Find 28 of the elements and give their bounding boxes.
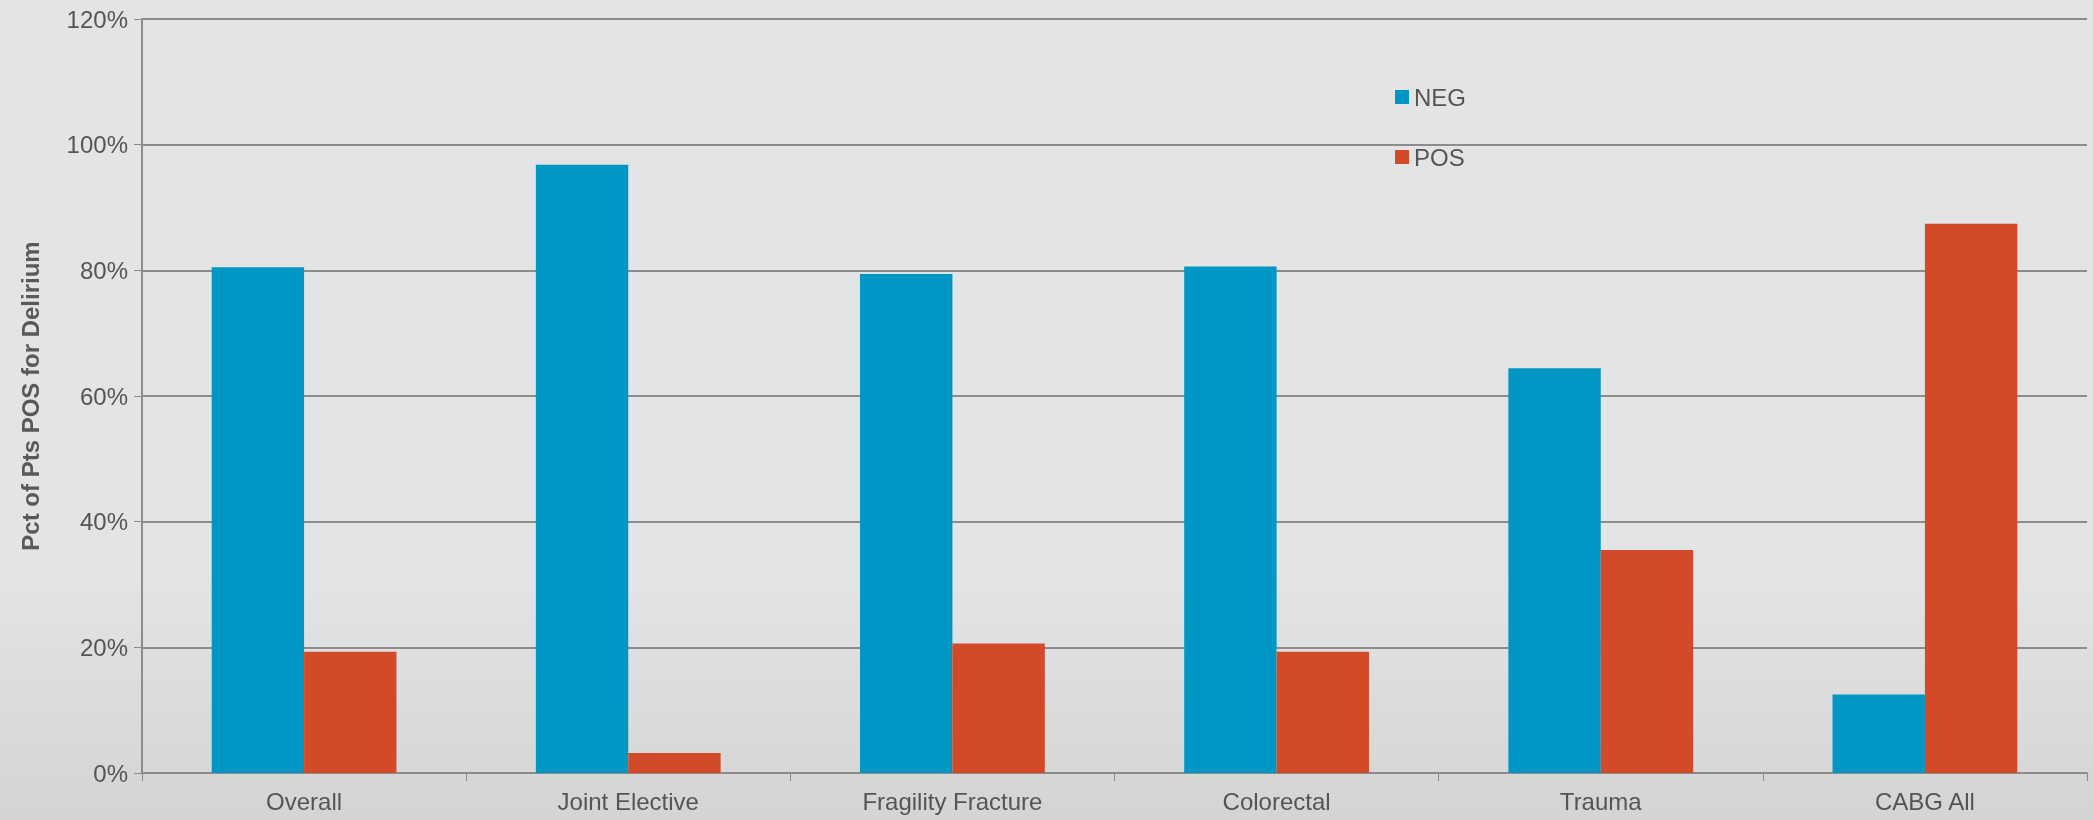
x-tick-label: CABG All: [1874, 787, 1975, 815]
y-axis-title: Pct of Pts POS for Delirium: [16, 241, 44, 551]
x-tick-label: Overall: [266, 787, 343, 815]
y-tick-label: 0%: [93, 759, 128, 787]
y-tick-label: 40%: [79, 508, 128, 536]
x-tick-label: Fragility Fracture: [862, 787, 1043, 815]
y-tick-label: 60%: [79, 382, 128, 410]
y-tick-label: 80%: [79, 256, 128, 284]
bar: [1184, 266, 1277, 773]
x-tick-label: Joint Elective: [557, 787, 699, 815]
y-tick-label: 100%: [66, 131, 128, 159]
bar: [211, 267, 305, 773]
bar: [860, 274, 953, 773]
x-tick-label: Trauma: [1559, 787, 1643, 815]
bar: [952, 643, 1045, 773]
bar: [1276, 651, 1369, 773]
bar: [628, 752, 721, 773]
y-tick-label: 120%: [66, 5, 128, 33]
y-tick-label: 20%: [79, 633, 128, 661]
bar: [1508, 368, 1601, 773]
bar: [1832, 694, 1925, 773]
bar: [304, 651, 397, 773]
legend-label: POS: [1414, 143, 1465, 171]
bar: [1600, 549, 1694, 773]
legend-label: NEG: [1414, 83, 1467, 111]
bar: [1924, 223, 2018, 773]
x-tick-label: Colorectal: [1222, 787, 1331, 815]
bar: [535, 164, 629, 773]
